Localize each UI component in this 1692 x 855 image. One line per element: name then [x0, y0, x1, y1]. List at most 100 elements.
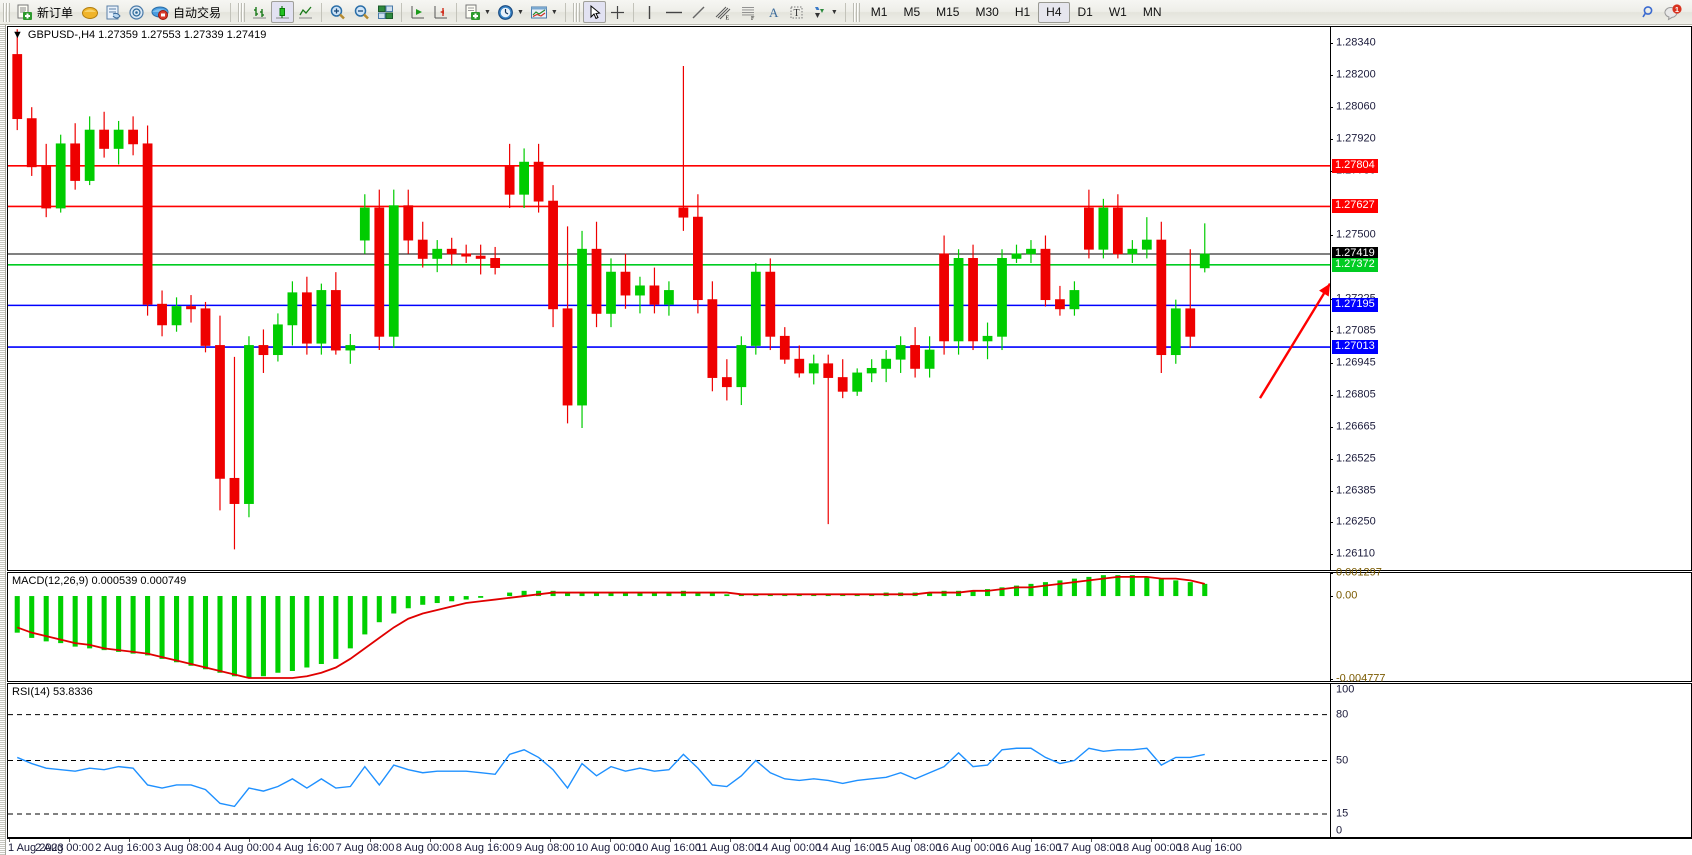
navigator-button[interactable] — [125, 1, 148, 23]
chevron-down-icon[interactable]: ▼ — [516, 8, 524, 16]
price-axis-label: 1.26250 — [1336, 515, 1376, 528]
macd-axis: 0.001297 0.00 -0.004777 — [1330, 567, 1692, 684]
rsi-plot-area[interactable] — [8, 684, 1330, 837]
vertical-line-icon — [648, 5, 651, 19]
time-axis-label: 2 Aug 16:00 — [95, 842, 154, 854]
time-tick — [970, 839, 972, 842]
drawing-tools-grip[interactable] — [572, 2, 580, 22]
axis-tick — [1330, 298, 1333, 300]
macd-label: MACD(12,26,9) 0.000539 0.000749 — [12, 575, 187, 587]
timeframe-m1[interactable]: M1 — [870, 5, 888, 19]
toolbar-separator-3 — [401, 2, 403, 22]
zoom-out-button[interactable] — [350, 1, 374, 23]
toolbar-separator-5 — [564, 2, 566, 22]
auto-trading-button[interactable]: 自动交易 — [148, 1, 226, 23]
axis-tick — [1330, 75, 1333, 77]
toolbar-separator-6 — [632, 2, 634, 22]
timeframe-w1[interactable]: W1 — [1108, 5, 1127, 19]
fibonacci-icon: F — [741, 6, 755, 21]
price-chart-panel[interactable]: ▼ GBPUSD-,H4 1.27359 1.27553 1.27339 1.2… — [7, 26, 1692, 571]
crosshair-icon — [610, 5, 624, 19]
new-order-button[interactable]: 新订单 — [13, 1, 78, 23]
time-axis[interactable]: 1 Aug 2023 2 Aug 00:00 2 Aug 16:00 3 Aug 08… — [7, 838, 1692, 855]
zoom-in-button[interactable] — [326, 1, 350, 23]
trend-line-button[interactable] — [687, 1, 710, 23]
timeframe-m5[interactable]: M5 — [903, 5, 921, 19]
cursor-icon — [590, 4, 601, 19]
text-icon: A — [769, 5, 779, 20]
toolbar-separator — [230, 2, 232, 22]
timeframe-h1[interactable]: H1 — [1014, 5, 1031, 19]
time-axis-label: 16 Aug 00:00 — [936, 842, 1002, 854]
text-label-button[interactable]: T — [785, 1, 808, 23]
time-axis-label: 17 Aug 08:00 — [1056, 842, 1122, 854]
axis-tick — [1330, 139, 1333, 141]
rsi-label: RSI(14) 53.8336 — [12, 686, 93, 698]
horizontal-line-button[interactable] — [661, 1, 687, 23]
period-button[interactable]: ▼ — [494, 1, 527, 23]
macd-axis-divider — [1330, 573, 1331, 681]
time-axis-label: 4 Aug 00:00 — [215, 842, 275, 854]
timeframe-grip[interactable] — [852, 2, 860, 22]
timeframe-m15[interactable]: M15 — [936, 5, 960, 19]
chevron-down-icon[interactable]: ▼ — [484, 8, 491, 16]
auto-scroll-button[interactable] — [429, 1, 452, 23]
indicator-add-button[interactable]: ▼ — [461, 1, 494, 23]
search-button[interactable] — [1637, 1, 1660, 23]
chevron-down-icon[interactable]: ▼ — [550, 8, 558, 16]
chart-tools-grip[interactable] — [238, 2, 246, 22]
new-order-label: 新订单 — [37, 5, 74, 20]
tile-windows-button[interactable] — [374, 1, 397, 23]
time-tick — [309, 839, 311, 842]
price-axis-label: 1.28340 — [1336, 36, 1376, 49]
vertical-line-button[interactable] — [638, 1, 661, 23]
timeframe-m30[interactable]: M30 — [975, 5, 999, 19]
alerts-button[interactable]: 1 — [1660, 1, 1686, 23]
price-axis-label: 1.26805 — [1336, 388, 1376, 401]
toolbar-grip[interactable] — [3, 2, 10, 22]
svg-text:T: T — [793, 8, 799, 19]
candlestick-chart-button[interactable] — [271, 1, 295, 23]
bar-chart-button[interactable] — [248, 1, 271, 23]
candlestick-chart-icon — [276, 5, 290, 18]
rsi-indicator-panel[interactable]: RSI(14) 53.8336 100 80 50 15 0 — [7, 683, 1692, 838]
crosshair-button[interactable] — [606, 1, 629, 23]
axis-tick — [1330, 171, 1333, 173]
price-tag-last-price: 1.27419 — [1332, 247, 1378, 262]
time-axis-label: 14 Aug 00:00 — [756, 842, 822, 854]
data-window-icon — [106, 5, 121, 19]
expert-advisor-button[interactable] — [78, 1, 102, 23]
timeframe-mn[interactable]: MN — [1142, 5, 1162, 19]
time-axis-label: 9 Aug 08:00 — [515, 842, 575, 854]
timeframe-d1[interactable]: D1 — [1077, 5, 1093, 19]
price-plot-area[interactable] — [8, 27, 1330, 570]
shift-end-button[interactable] — [406, 1, 429, 23]
time-axis-label: 2 Aug 00:00 — [35, 842, 94, 854]
data-window-button[interactable] — [102, 1, 125, 23]
cursor-button[interactable] — [582, 1, 606, 23]
axis-tick — [1330, 490, 1333, 492]
fibonacci-button[interactable]: F — [736, 1, 762, 23]
time-axis-label: 18 Aug 00:00 — [1116, 842, 1182, 854]
time-tick — [429, 839, 431, 842]
shapes-button[interactable]: ▼ — [808, 1, 841, 23]
price-axis[interactable]: 1.283401.282001.280601.279201.277801.275… — [1330, 27, 1692, 570]
price-axis-label: 1.26665 — [1336, 420, 1376, 433]
axis-tick — [1330, 679, 1333, 681]
timeframe-h4[interactable]: H4 — [1038, 1, 1070, 23]
time-tick — [1211, 839, 1212, 842]
line-chart-button[interactable] — [294, 1, 317, 23]
chevron-down-icon[interactable]: ▼ — [830, 8, 838, 16]
rsi-axis-label: 15 — [1336, 807, 1349, 820]
workspace-grip[interactable] — [0, 25, 6, 855]
chart-menu-triangle-icon[interactable]: ▼ — [12, 29, 23, 41]
macd-plot-area[interactable] — [8, 573, 1330, 681]
text-button[interactable]: A — [762, 1, 785, 23]
equidistant-channel-button[interactable]: E — [710, 1, 736, 23]
price-tag-support-green: 1.27372 — [1332, 257, 1378, 272]
time-axis-label: 8 Aug 00:00 — [395, 842, 455, 854]
time-axis-label: 18 Aug 16:00 — [1177, 842, 1242, 854]
macd-indicator-panel[interactable]: MACD(12,26,9) 0.000539 0.000749 0.001297… — [7, 567, 1692, 684]
time-tick — [850, 839, 852, 842]
template-button[interactable]: ▼ — [527, 1, 561, 23]
